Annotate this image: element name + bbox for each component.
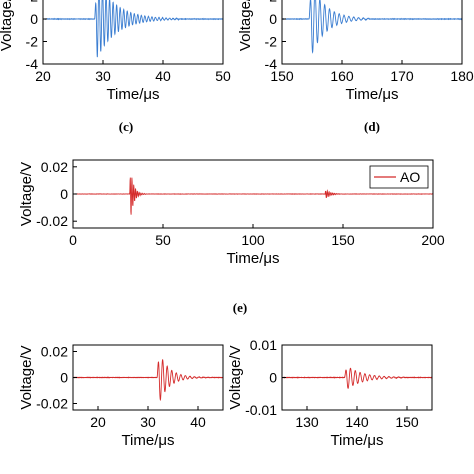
x-tick-label: 50 (215, 68, 231, 84)
y-tick-label: -0.02 (36, 213, 68, 229)
series-line (73, 359, 223, 402)
x-tick-label: 50 (155, 232, 171, 248)
x-tick-label: 200 (421, 232, 445, 248)
legend-box (369, 165, 429, 189)
plot-frame (42, 0, 224, 65)
x-tick-label: 130 (295, 414, 319, 430)
x-tick-label: 180 (450, 68, 474, 84)
panel-label-e: (e) (233, 300, 247, 315)
legend-label: AO (400, 169, 420, 185)
y-tick-label: 0 (269, 11, 277, 27)
y-tick-label: 0 (30, 11, 38, 27)
y-tick-label: 2 (269, 0, 277, 5)
x-tick-label: 40 (155, 68, 171, 84)
x-tick-label: 20 (90, 414, 106, 430)
y-tick-label: -0.02 (36, 396, 68, 412)
y-tick-label: 0.01 (250, 337, 277, 353)
x-tick-label: 30 (95, 68, 111, 84)
y-axis-label: Voltage/V (227, 345, 244, 409)
y-tick-label: -4 (265, 56, 278, 72)
x-axis-label: Time/μs (330, 432, 383, 449)
chart-bottom-right: 130 140 150 0.01 0 -0.01 Time/μs Voltage/V (227, 337, 433, 449)
x-tick-label: 150 (331, 232, 355, 248)
x-tick-label: 40 (190, 414, 206, 430)
y-axis-label: Voltage/V (18, 162, 35, 226)
y-tick-label: -2 (26, 34, 39, 50)
y-tick-label: -2 (265, 34, 278, 50)
y-axis-label: Voltage/V (18, 345, 35, 409)
y-tick-label: 0 (60, 186, 68, 202)
x-tick-label: 30 (140, 414, 156, 430)
x-tick-label: 0 (69, 232, 77, 248)
x-axis-label: Time/μs (106, 86, 159, 103)
x-axis-label: Time/μs (226, 250, 279, 267)
x-axis-label: Time/μs (121, 432, 174, 449)
y-axis-label: Voltage/V (237, 0, 254, 51)
panel-label-c: (c) (119, 119, 133, 134)
x-axis-label: Time/μs (345, 86, 398, 103)
panel-label-d: (d) (364, 119, 380, 134)
y-tick-label: 2 (30, 0, 38, 5)
y-axis-label: Voltage/V (0, 0, 15, 51)
y-tick-label: 0 (269, 370, 277, 386)
x-tick-label: 170 (390, 68, 414, 84)
series-line (282, 0, 462, 54)
x-tick-label: 150 (395, 414, 419, 430)
x-tick-label: 150 (270, 68, 294, 84)
x-tick-label: 20 (35, 68, 51, 84)
chart-top-right: 150 160 170 180 2 0 -2 -4 Time/μs Voltage/V (237, 0, 474, 103)
y-tick-label: 0.02 (41, 159, 68, 175)
x-tick-label: 140 (345, 414, 369, 430)
y-tick-label: -0.01 (245, 402, 277, 418)
y-tick-label: 0.02 (41, 344, 68, 360)
x-tick-label: 160 (330, 68, 354, 84)
plot-frame (281, 0, 463, 65)
x-tick-label: 100 (241, 232, 265, 248)
y-tick-label: -4 (26, 56, 39, 72)
series-line (73, 177, 433, 215)
series-line (43, 0, 223, 58)
y-tick-label: 0 (60, 370, 68, 386)
chart-bottom-left: 20 30 40 0.02 0 -0.02 Time/μs Voltage/V (18, 344, 224, 449)
series-line (282, 367, 432, 389)
